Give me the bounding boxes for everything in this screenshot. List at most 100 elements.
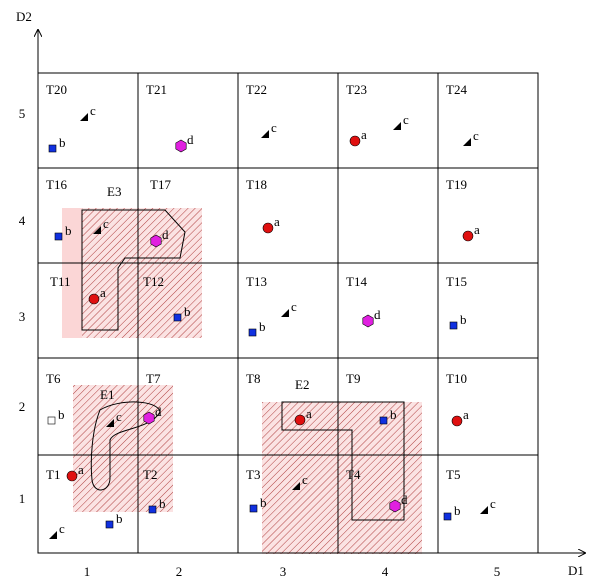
cell-label: T12 — [143, 274, 164, 289]
marker-square — [248, 328, 257, 337]
point-label: a — [78, 462, 84, 477]
point-label: c — [271, 120, 277, 135]
marker-square — [47, 416, 56, 425]
point-label: b — [59, 135, 66, 150]
marker-circle — [349, 135, 361, 147]
marker-circle — [451, 415, 463, 427]
cell-label: T16 — [46, 177, 67, 192]
marker-hexagon — [143, 411, 155, 425]
marker-square — [48, 144, 57, 153]
marker-triangle — [106, 419, 114, 427]
marker-hexagon — [362, 314, 374, 328]
y-tick-label: 4 — [19, 213, 26, 228]
cell-label: T9 — [346, 371, 360, 386]
x-tick-label: 3 — [280, 564, 287, 579]
point-label: d — [401, 492, 408, 507]
marker-triangle — [261, 130, 269, 138]
point-label: a — [474, 222, 480, 237]
point-label: b — [460, 312, 467, 327]
point-label: b — [390, 407, 397, 422]
cell-label: T11 — [50, 274, 70, 289]
cell-label: T22 — [246, 82, 267, 97]
marker-hexagon — [389, 499, 401, 513]
marker-square — [379, 416, 388, 425]
marker-hexagon — [150, 234, 162, 248]
region-outlines — [81, 209, 405, 521]
marker-triangle — [393, 122, 401, 130]
point-label: c — [116, 409, 122, 424]
point-label: b — [454, 503, 461, 518]
cell-label: T14 — [346, 274, 367, 289]
point-label: a — [361, 127, 367, 142]
cell-label: T4 — [346, 467, 361, 482]
point-label: b — [58, 407, 65, 422]
marker-circle — [66, 470, 78, 482]
y-tick-label: 5 — [19, 106, 26, 121]
x-tick-label: 4 — [382, 564, 389, 579]
marker-circle — [294, 414, 306, 426]
marker-triangle — [463, 138, 471, 146]
cell-label: T19 — [446, 177, 467, 192]
axis-title: D2 — [16, 9, 32, 24]
cell-label: T20 — [46, 82, 67, 97]
point-label: b — [260, 495, 267, 510]
point-label: c — [403, 112, 409, 127]
y-tick-label: 3 — [19, 309, 26, 324]
marker-square — [449, 321, 458, 330]
marker-circle — [88, 293, 100, 305]
point-label: b — [65, 223, 72, 238]
region-label: E1 — [100, 387, 114, 402]
point-label: d — [374, 307, 381, 322]
regions-bg — [62, 208, 422, 554]
marker-square — [148, 505, 157, 514]
cell-label: T18 — [246, 177, 267, 192]
marker-triangle — [281, 309, 289, 317]
point-label: c — [490, 496, 496, 511]
axis-title: D1 — [568, 563, 584, 578]
cell-label: T2 — [143, 467, 157, 482]
x-tick-label: 1 — [84, 564, 91, 579]
marker-square — [54, 232, 63, 241]
grid — [38, 30, 585, 553]
point-label: d — [155, 404, 162, 419]
point-label: b — [184, 304, 191, 319]
point-label: c — [103, 216, 109, 231]
point-label: b — [116, 511, 123, 526]
cell-label: T7 — [146, 371, 161, 386]
marker-circle — [262, 222, 274, 234]
point-label: c — [59, 521, 65, 536]
point-label: d — [187, 132, 194, 147]
point-label: c — [302, 472, 308, 487]
point-label: c — [90, 103, 96, 118]
marker-square — [249, 504, 258, 513]
cell-label: T10 — [446, 371, 467, 386]
region-label: E2 — [295, 377, 309, 392]
cell-label: T17 — [150, 177, 171, 192]
marker-triangle — [93, 226, 101, 234]
cell-label: T8 — [246, 371, 260, 386]
marker-triangle — [292, 482, 300, 490]
point-label: d — [162, 227, 169, 242]
y-tick-label: 1 — [19, 491, 26, 506]
marker-hexagon — [175, 139, 187, 153]
cell-label: T15 — [446, 274, 467, 289]
point-label: b — [259, 319, 266, 334]
cell-label: T13 — [246, 274, 267, 289]
marker-circle — [462, 230, 474, 242]
point-label: b — [159, 496, 166, 511]
point-label: a — [306, 406, 312, 421]
point-label: a — [463, 407, 469, 422]
point-label: a — [100, 285, 106, 300]
point-label: c — [473, 128, 479, 143]
cell-label: T6 — [46, 371, 61, 386]
marker-triangle — [80, 113, 88, 121]
cell-label: T1 — [46, 467, 60, 482]
marker-square — [105, 520, 114, 529]
marker-triangle — [49, 531, 57, 539]
cell-label: T24 — [446, 82, 467, 97]
cell-label: T5 — [446, 467, 460, 482]
point-label: c — [291, 299, 297, 314]
marker-triangle — [480, 506, 488, 514]
point-label: a — [274, 214, 280, 229]
